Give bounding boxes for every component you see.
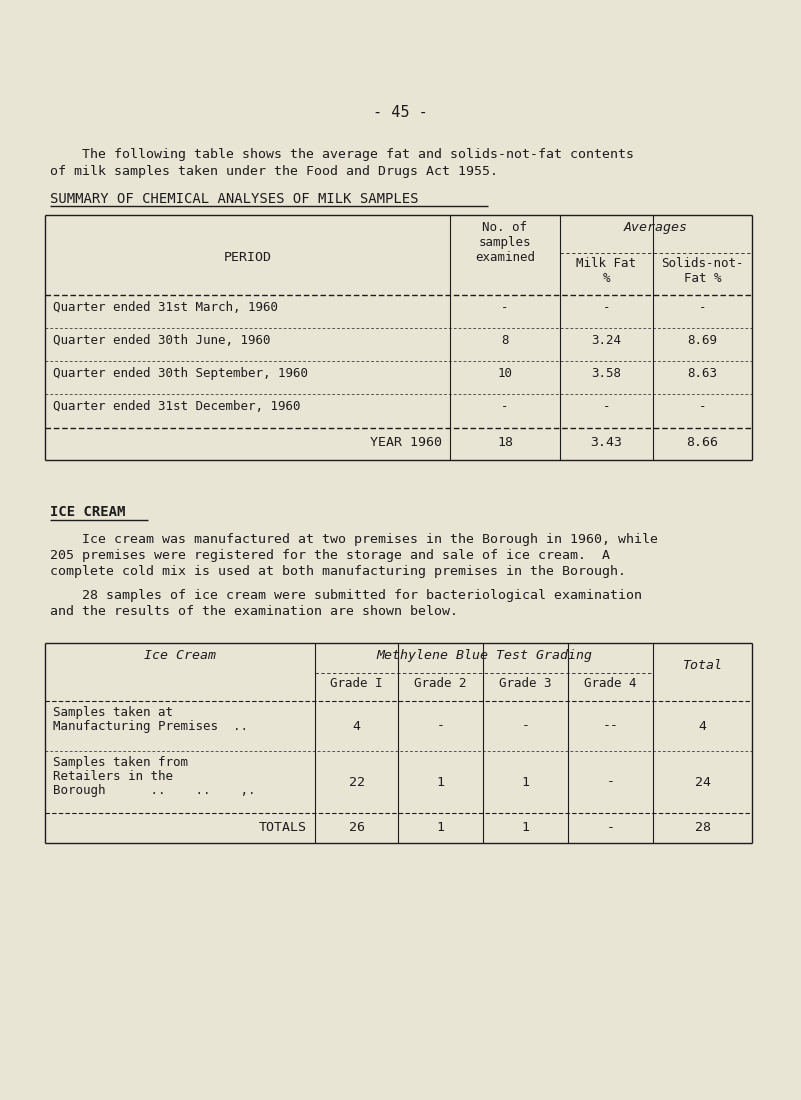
Text: 205 premises were registered for the storage and sale of ice cream.  A: 205 premises were registered for the sto…: [50, 549, 610, 562]
Text: Manufacturing Premises  ..: Manufacturing Premises ..: [53, 720, 248, 733]
Text: Ice cream was manufactured at two premises in the Borough in 1960, while: Ice cream was manufactured at two premis…: [50, 534, 658, 546]
Text: -: -: [602, 400, 610, 412]
Text: No. of
samples
examined: No. of samples examined: [475, 221, 535, 264]
Text: 8.66: 8.66: [686, 436, 718, 449]
Text: 18: 18: [497, 436, 513, 449]
Text: 1: 1: [521, 821, 529, 834]
Text: Grade 4: Grade 4: [584, 676, 637, 690]
Text: Methylene Blue Test Grading: Methylene Blue Test Grading: [376, 649, 592, 662]
Text: 28 samples of ice cream were submitted for bacteriological examination: 28 samples of ice cream were submitted f…: [50, 588, 642, 602]
Text: YEAR 1960: YEAR 1960: [370, 436, 442, 449]
Text: TOTALS: TOTALS: [259, 821, 307, 834]
Text: 3.24: 3.24: [591, 334, 622, 346]
Text: 28: 28: [694, 821, 710, 834]
Text: -: -: [437, 719, 445, 733]
Text: The following table shows the average fat and solids-not-fat contents: The following table shows the average fa…: [50, 148, 634, 161]
Text: -: -: [521, 719, 529, 733]
Text: Grade I: Grade I: [330, 676, 383, 690]
Text: 1: 1: [437, 776, 445, 789]
Text: -: -: [501, 400, 509, 412]
Text: 8.69: 8.69: [687, 334, 718, 346]
Text: ICE CREAM: ICE CREAM: [50, 505, 126, 519]
Text: 3.43: 3.43: [590, 436, 622, 449]
Text: --: --: [602, 719, 618, 733]
Text: Samples taken at: Samples taken at: [53, 706, 173, 719]
Text: -: -: [698, 400, 706, 412]
Text: -: -: [606, 776, 614, 789]
Text: Milk Fat
%: Milk Fat %: [577, 257, 637, 285]
Text: Ice Cream: Ice Cream: [144, 649, 216, 662]
Text: Borough      ..    ..    ,.: Borough .. .. ,.: [53, 784, 256, 798]
Text: -: -: [602, 301, 610, 314]
Text: 4: 4: [698, 719, 706, 733]
Text: -: -: [698, 301, 706, 314]
Text: Quarter ended 30th June, 1960: Quarter ended 30th June, 1960: [53, 334, 271, 346]
Text: 8: 8: [501, 334, 509, 346]
Text: -: -: [501, 301, 509, 314]
Text: Samples taken from: Samples taken from: [53, 756, 188, 769]
Text: 24: 24: [694, 776, 710, 789]
Text: 3.58: 3.58: [591, 367, 622, 380]
Text: -: -: [606, 821, 614, 834]
Text: - 45 -: - 45 -: [372, 104, 428, 120]
Text: Quarter ended 31st March, 1960: Quarter ended 31st March, 1960: [53, 301, 278, 314]
Text: Averages: Averages: [624, 221, 688, 234]
Text: Grade 2: Grade 2: [414, 676, 467, 690]
Text: Solids-not-
Fat %: Solids-not- Fat %: [662, 257, 744, 285]
Text: 1: 1: [437, 821, 445, 834]
Text: SUMMARY OF CHEMICAL ANALYSES OF MILK SAMPLES: SUMMARY OF CHEMICAL ANALYSES OF MILK SAM…: [50, 192, 418, 206]
Text: Quarter ended 30th September, 1960: Quarter ended 30th September, 1960: [53, 367, 308, 380]
Text: 1: 1: [521, 776, 529, 789]
Text: Retailers in the: Retailers in the: [53, 770, 173, 783]
Text: 26: 26: [348, 821, 364, 834]
Text: complete cold mix is used at both manufacturing premises in the Borough.: complete cold mix is used at both manufa…: [50, 565, 626, 578]
Text: Total: Total: [682, 659, 723, 672]
Text: 8.63: 8.63: [687, 367, 718, 380]
Text: 10: 10: [497, 367, 513, 380]
Text: PERIOD: PERIOD: [223, 251, 272, 264]
Text: of milk samples taken under the Food and Drugs Act 1955.: of milk samples taken under the Food and…: [50, 165, 498, 178]
Text: Grade 3: Grade 3: [499, 676, 552, 690]
Text: Quarter ended 31st December, 1960: Quarter ended 31st December, 1960: [53, 400, 300, 412]
Text: 22: 22: [348, 776, 364, 789]
Text: 4: 4: [352, 719, 360, 733]
Text: and the results of the examination are shown below.: and the results of the examination are s…: [50, 605, 458, 618]
